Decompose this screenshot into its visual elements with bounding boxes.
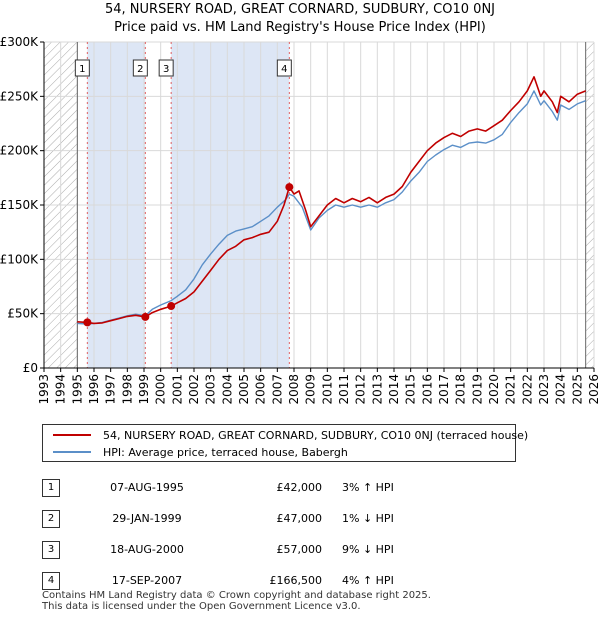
- sale-number-box: [158, 59, 174, 77]
- y-tick-label: £50K: [7, 307, 39, 321]
- legend: 54, NURSERY ROAD, GREAT CORNARD, SUDBURY…: [42, 424, 528, 462]
- x-tick-label: 2014: [387, 374, 401, 405]
- x-tick-label: 2001: [170, 374, 184, 405]
- x-tick-label: 1996: [87, 374, 101, 405]
- y-tick-label: £200K: [0, 144, 39, 158]
- sale-date: 17-SEP-2007: [111, 574, 183, 587]
- price-chart: 1 2 3 4 £0 £50K £100K £150K £200K £250K £300K 199…: [0, 35, 600, 405]
- sale-number-box: [276, 59, 292, 77]
- y-tick-label: £150K: [0, 198, 39, 212]
- sale-number-box: [74, 59, 90, 77]
- sale-number-label: 3: [163, 64, 169, 75]
- sale-point: [83, 318, 92, 327]
- sale-price: £42,000: [276, 481, 323, 494]
- x-tick-label: 1997: [104, 374, 118, 405]
- sale-date: 29-JAN-1999: [112, 512, 182, 525]
- hpi-line: [77, 90, 586, 325]
- legend-swatch-hpi: [53, 451, 91, 453]
- x-tick-label: 2009: [304, 374, 318, 405]
- x-tick-label: 2025: [570, 374, 584, 405]
- x-tick-label: 2006: [254, 374, 268, 405]
- table-row: 4 17-SEP-2007 £166,500 4% ↑ HPI: [42, 565, 462, 596]
- sale-number-badge: 3: [42, 540, 60, 559]
- sale-point: [167, 302, 176, 311]
- sale-date: 07-AUG-1995: [110, 481, 184, 494]
- y-tick-label: £0: [23, 361, 38, 375]
- x-tick-label: 1994: [54, 374, 68, 405]
- footer-license: This data is licensed under the Open Gov…: [42, 601, 361, 612]
- x-tick-label: 2002: [187, 374, 201, 405]
- sales-table: 1 07-AUG-1995 £42,000 3% ↑ HPI 2 29-JAN-…: [42, 472, 462, 596]
- x-tick-label: 2000: [154, 374, 168, 405]
- x-tick-label: 2023: [537, 374, 551, 405]
- chart-subtitle: Price paid vs. HM Land Registry's House …: [114, 20, 486, 35]
- sale-hpi-diff: 1% ↓ HPI: [342, 512, 394, 525]
- sale-price: £57,000: [276, 543, 323, 556]
- y-tick-label: £300K: [0, 35, 39, 49]
- x-tick-label: 2007: [270, 374, 284, 405]
- legend-swatch-property: [53, 434, 91, 436]
- table-row: 2 29-JAN-1999 £47,000 1% ↓ HPI: [42, 503, 462, 534]
- x-tick-label: 2003: [204, 374, 218, 405]
- sale-hpi-diff: 3% ↑ HPI: [342, 481, 394, 494]
- x-tick-label: 2017: [437, 374, 451, 405]
- sale-point: [141, 312, 150, 321]
- property-price-line: [77, 76, 586, 325]
- legend-label-hpi: HPI: Average price, terraced house, Babe…: [103, 445, 348, 459]
- x-tick-label: 2020: [487, 374, 501, 405]
- x-tick-label: 2012: [354, 374, 368, 405]
- x-tick-label: 2016: [420, 374, 434, 405]
- x-tick-label: 2013: [370, 374, 384, 405]
- sale-number-badge: 4: [42, 571, 60, 590]
- legend-label-property: 54, NURSERY ROAD, GREAT CORNARD, SUDBURY…: [103, 428, 529, 442]
- x-tick-label: 2019: [470, 374, 484, 405]
- x-tick-label: 2008: [287, 374, 301, 405]
- footer-copyright: Contains HM Land Registry data © Crown c…: [42, 590, 431, 601]
- sale-number-label: 1: [79, 64, 85, 75]
- sale-date: 18-AUG-2000: [110, 543, 184, 556]
- sale-number-badge: 2: [42, 509, 60, 528]
- x-tick-label: 2010: [320, 374, 334, 405]
- x-tick-label: 2024: [554, 374, 568, 405]
- sale-number-badge: 1: [42, 478, 60, 497]
- x-tick-label: 2018: [454, 374, 468, 405]
- x-tick-label: 2026: [587, 374, 600, 405]
- x-tick-label: 2015: [404, 374, 418, 405]
- sale-hpi-diff: 9% ↓ HPI: [342, 543, 394, 556]
- sale-price: £47,000: [276, 512, 323, 525]
- x-tick-label: 2022: [520, 374, 534, 405]
- y-tick-label: £250K: [0, 89, 39, 103]
- x-tick-label: 1998: [120, 374, 134, 405]
- x-tick-label: 1993: [37, 374, 51, 405]
- sale-hpi-diff: 4% ↑ HPI: [342, 574, 394, 587]
- table-row: 1 07-AUG-1995 £42,000 3% ↑ HPI: [42, 472, 462, 503]
- x-tick-label: 2021: [504, 374, 518, 405]
- sale-number-label: 4: [281, 64, 287, 75]
- legend-item-hpi: HPI: Average price, terraced house, Babe…: [53, 444, 348, 460]
- x-tick-label: 1999: [137, 374, 151, 405]
- chart-title: 54, NURSERY ROAD, GREAT CORNARD, SUDBURY…: [105, 2, 495, 17]
- sale-number-label: 2: [137, 64, 143, 75]
- sale-number-box: [132, 59, 148, 77]
- x-tick-label: 2005: [237, 374, 251, 405]
- x-tick-label: 2004: [220, 374, 234, 405]
- y-tick-label: £100K: [0, 252, 39, 266]
- sale-point: [285, 183, 294, 192]
- table-row: 3 18-AUG-2000 £57,000 9% ↓ HPI: [42, 534, 462, 565]
- legend-item-property: 54, NURSERY ROAD, GREAT CORNARD, SUDBURY…: [53, 427, 528, 443]
- sale-price: £166,500: [269, 574, 323, 587]
- x-tick-label: 2011: [337, 374, 351, 405]
- x-tick-label: 1995: [70, 374, 84, 405]
